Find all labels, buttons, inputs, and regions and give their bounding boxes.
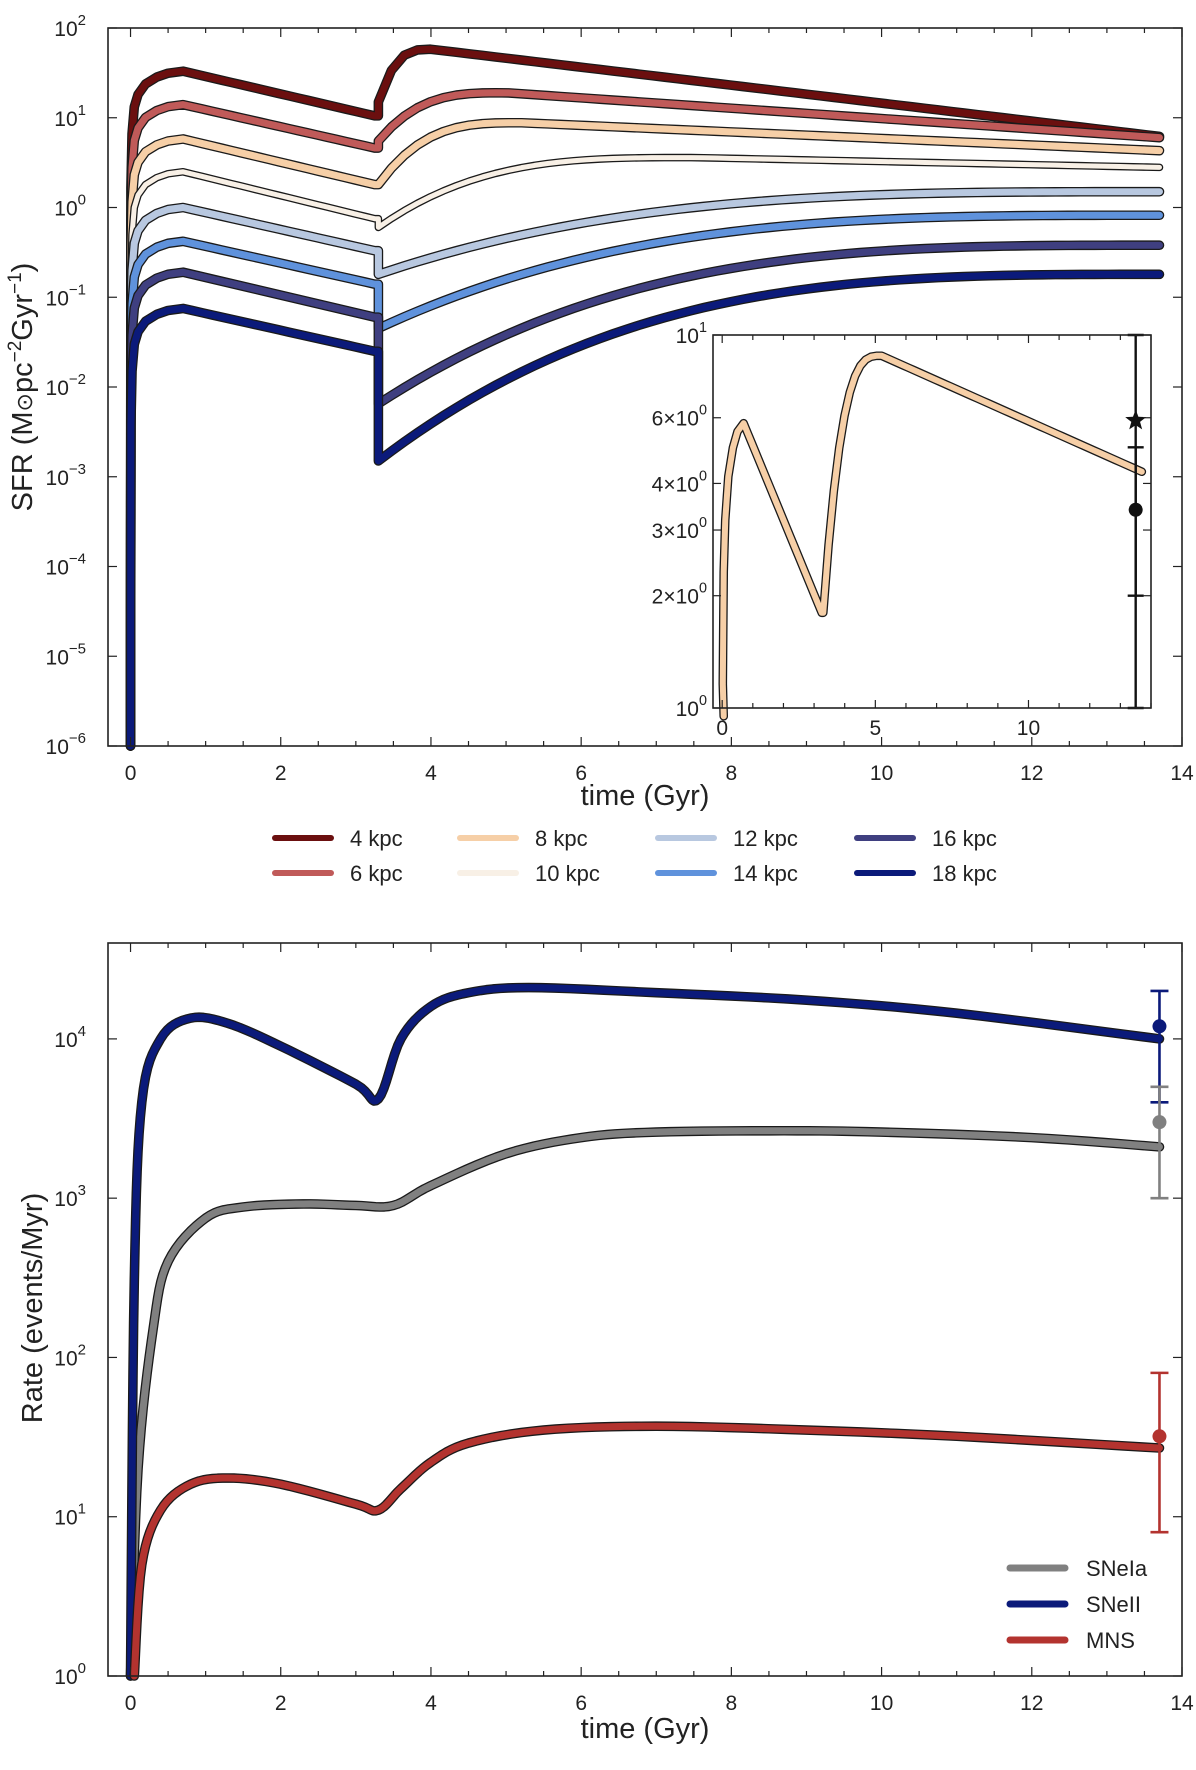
- sfr-xtick-label: 6: [575, 762, 587, 785]
- inset-axes-frame: [712, 334, 1152, 709]
- sfr-xtick-label: 4: [425, 762, 437, 785]
- rates-ytick-label: 100: [54, 1660, 86, 1689]
- sfr-ytick-label: 102: [54, 12, 86, 41]
- inset-xtick-label: 5: [869, 717, 881, 740]
- sfr-ytick-label: 10−6: [46, 730, 86, 759]
- legend-label-4-kpc: 4 kpc: [350, 826, 403, 851]
- sfr-x-axis-label: time (Gyr): [581, 780, 710, 812]
- inset-curves: [718, 333, 1147, 721]
- rates-xtick-label: 2: [275, 1692, 287, 1715]
- inset-circle-marker: [1128, 502, 1143, 517]
- rates-xtick-label: 8: [726, 1692, 738, 1715]
- rates-ytick-label: 101: [54, 1501, 86, 1530]
- sfr-ytick-label: 10−4: [46, 551, 86, 580]
- sfr-line-18-kpc: [127, 270, 1163, 750]
- inset-background: [713, 335, 1151, 708]
- rates-legend-label-sneia: SNeIa: [1086, 1556, 1148, 1581]
- sfr-ytick-label: 10−2: [46, 371, 86, 400]
- sfr-xtick-label: 12: [1020, 762, 1043, 785]
- inset-line-8-kpc: [719, 352, 1145, 720]
- legend-label-12-kpc: 12 kpc: [733, 826, 798, 851]
- rates-ytick-label: 102: [54, 1341, 86, 1370]
- rates-panel: 0 2 4 6 8 10 12 14 100 101 102 103 104 time (Gyr) Ra…: [17, 942, 1194, 1745]
- radius-legend: 4 kpc 8 kpc 12 kpc 16 kpc 6 kpc 10 kpc 14 kpc 1…: [272, 826, 997, 886]
- sfr-ytick-label: 10−1: [46, 281, 86, 310]
- rates-xtick-label: 6: [575, 1692, 587, 1715]
- inset-ytick-label: 4×100: [652, 468, 707, 496]
- sfr-line-4-kpc: [127, 45, 1163, 750]
- legend-label-16-kpc: 16 kpc: [932, 826, 997, 851]
- rates-xtick-label: 14: [1170, 1692, 1194, 1715]
- sfr-line-12-kpc: [127, 188, 1163, 750]
- legend-label-10-kpc: 10 kpc: [535, 861, 600, 886]
- sfr-xtick-label: 8: [726, 762, 738, 785]
- inset-ticks: 0 5 10 100 2×100 3×100 4×100 6×100 101: [652, 320, 1152, 740]
- sfr-panel: 0 2 4 6 8 10 12 1410−610−510−410−310−210−110010…: [5, 12, 1194, 812]
- legend-label-18-kpc: 18 kpc: [932, 861, 997, 886]
- rates-x-axis-label: time (Gyr): [581, 1713, 710, 1745]
- rates-legend-label-mns: MNS: [1086, 1628, 1135, 1653]
- inset-xtick-label: 10: [1017, 717, 1040, 740]
- rate-observation-sneia: [1152, 1115, 1167, 1130]
- sfr-xtick-label: 2: [275, 762, 287, 785]
- sfr-ytick-label: 100: [54, 192, 86, 221]
- rates-xtick-label: 10: [870, 1692, 893, 1715]
- sfr-ticks: 0 2 4 6 8 10 12 1410−610−510−410−310−210−110010…: [46, 12, 1194, 785]
- inset-star-marker: [1125, 409, 1147, 430]
- inset-xtick-label: 0: [716, 717, 728, 740]
- sfr-y-axis-label: SFR (M⊙pc−2Gyr−1): [5, 263, 39, 512]
- rates-axes-frame: [107, 942, 1183, 1677]
- inset-ytick-label: 101: [676, 320, 707, 348]
- sfr-xtick-label: 10: [870, 762, 893, 785]
- rate-observation-sneii: [1152, 1019, 1167, 1034]
- rates-xtick-label: 12: [1020, 1692, 1043, 1715]
- sfr-xtick-label: 14: [1170, 762, 1194, 785]
- sfr-line-16-kpc: [127, 241, 1163, 750]
- rates-legend-label-sneii: SNeII: [1086, 1592, 1141, 1617]
- sfr-ytick-label: 10−3: [46, 461, 86, 490]
- sfr-line-8-kpc: [127, 119, 1163, 750]
- rates-legend: SNeIa SNeII MNS: [1006, 1556, 1148, 1653]
- rates-ticks: 0 2 4 6 8 10 12 14 100 101 102 103 104: [54, 943, 1194, 1715]
- sfr-line-6-kpc: [127, 89, 1163, 750]
- rates-y-axis-label: Rate (events/Myr): [17, 1193, 49, 1423]
- inset-ytick-label: 3×100: [652, 515, 707, 543]
- sfr-inset: 0 5 10 100 2×100 3×100 4×100 6×100 101: [652, 320, 1152, 740]
- rate-observation-mns: [1152, 1429, 1167, 1444]
- rate-line-sneia-outline: [125, 1125, 1165, 1681]
- sfr-ytick-label: 10−5: [46, 640, 86, 669]
- legend-label-8-kpc: 8 kpc: [535, 826, 588, 851]
- sfr-line-14-kpc: [127, 211, 1163, 750]
- rate-line-sneii: [127, 984, 1163, 1680]
- inset-ytick-label: 6×100: [652, 403, 707, 431]
- inset-ytick-label: 2×100: [652, 581, 707, 609]
- legend-label-6-kpc: 6 kpc: [350, 861, 403, 886]
- sfr-xtick-label: 0: [125, 762, 137, 785]
- legend-label-14-kpc: 14 kpc: [733, 861, 798, 886]
- rate-line-sneii-outline: [125, 982, 1165, 1681]
- rates-curves: [125, 982, 1169, 1681]
- rate-line-mns: [130, 1422, 1163, 1680]
- rate-line-mns-outline: [129, 1421, 1165, 1681]
- sfr-ytick-label: 101: [54, 102, 86, 131]
- rates-xtick-label: 0: [125, 1692, 137, 1715]
- sfr-curves: [125, 44, 1165, 751]
- rates-xtick-label: 4: [425, 1692, 437, 1715]
- sfr-line-10-kpc: [128, 155, 1162, 749]
- inset-ytick-label: 100: [676, 693, 707, 721]
- rates-ytick-label: 104: [54, 1023, 86, 1052]
- rates-ytick-label: 103: [54, 1182, 86, 1211]
- rate-line-sneia: [127, 1127, 1163, 1680]
